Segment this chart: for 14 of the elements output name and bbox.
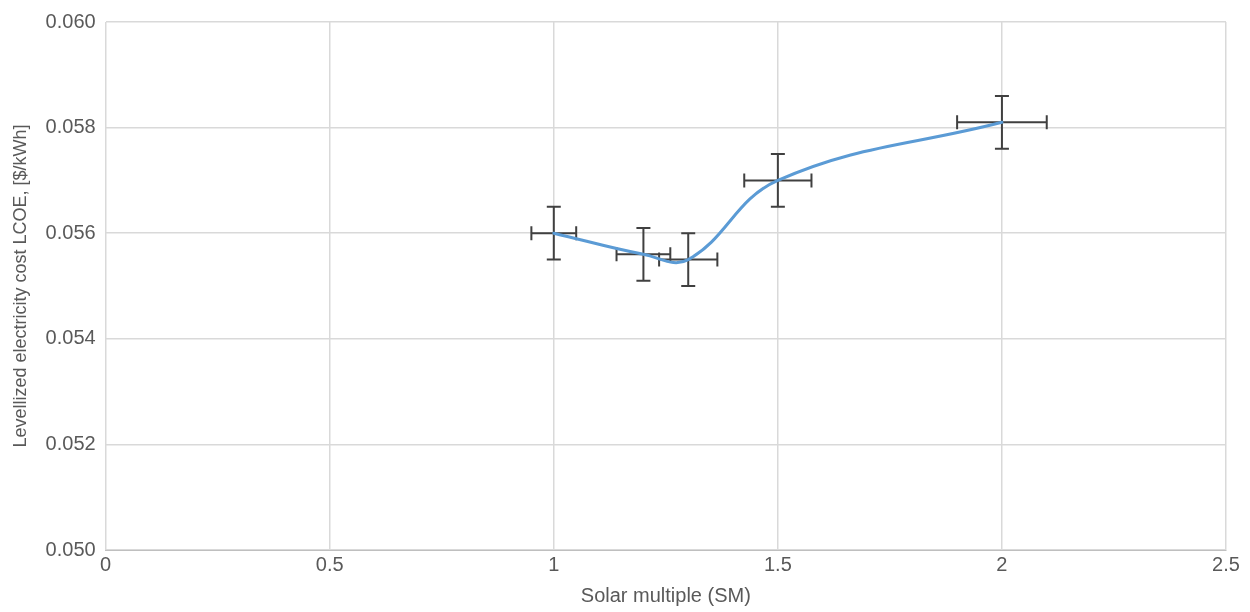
x-tick-label: 0: [100, 552, 112, 575]
y-tick-label: 0.058: [45, 115, 96, 138]
x-tick-label: 0.5: [315, 552, 344, 575]
y-tick-label: 0.056: [45, 220, 96, 243]
y-tick-label: 0.054: [45, 326, 96, 349]
y-tick-label: 0.052: [45, 431, 96, 454]
x-tick-label: 2.5: [1212, 552, 1240, 575]
y-tick-label: 0.060: [45, 9, 96, 32]
x-tick-label: 1.5: [763, 552, 792, 575]
y-tick-label: 0.050: [45, 537, 96, 560]
x-tick-label: 1: [548, 552, 560, 575]
y-axis-title: Levellized electricity cost LCOE, [$/kWh]: [9, 124, 30, 448]
x-tick-label: 2: [996, 552, 1008, 575]
x-axis-title: Solar multiple (SM): [580, 583, 751, 606]
